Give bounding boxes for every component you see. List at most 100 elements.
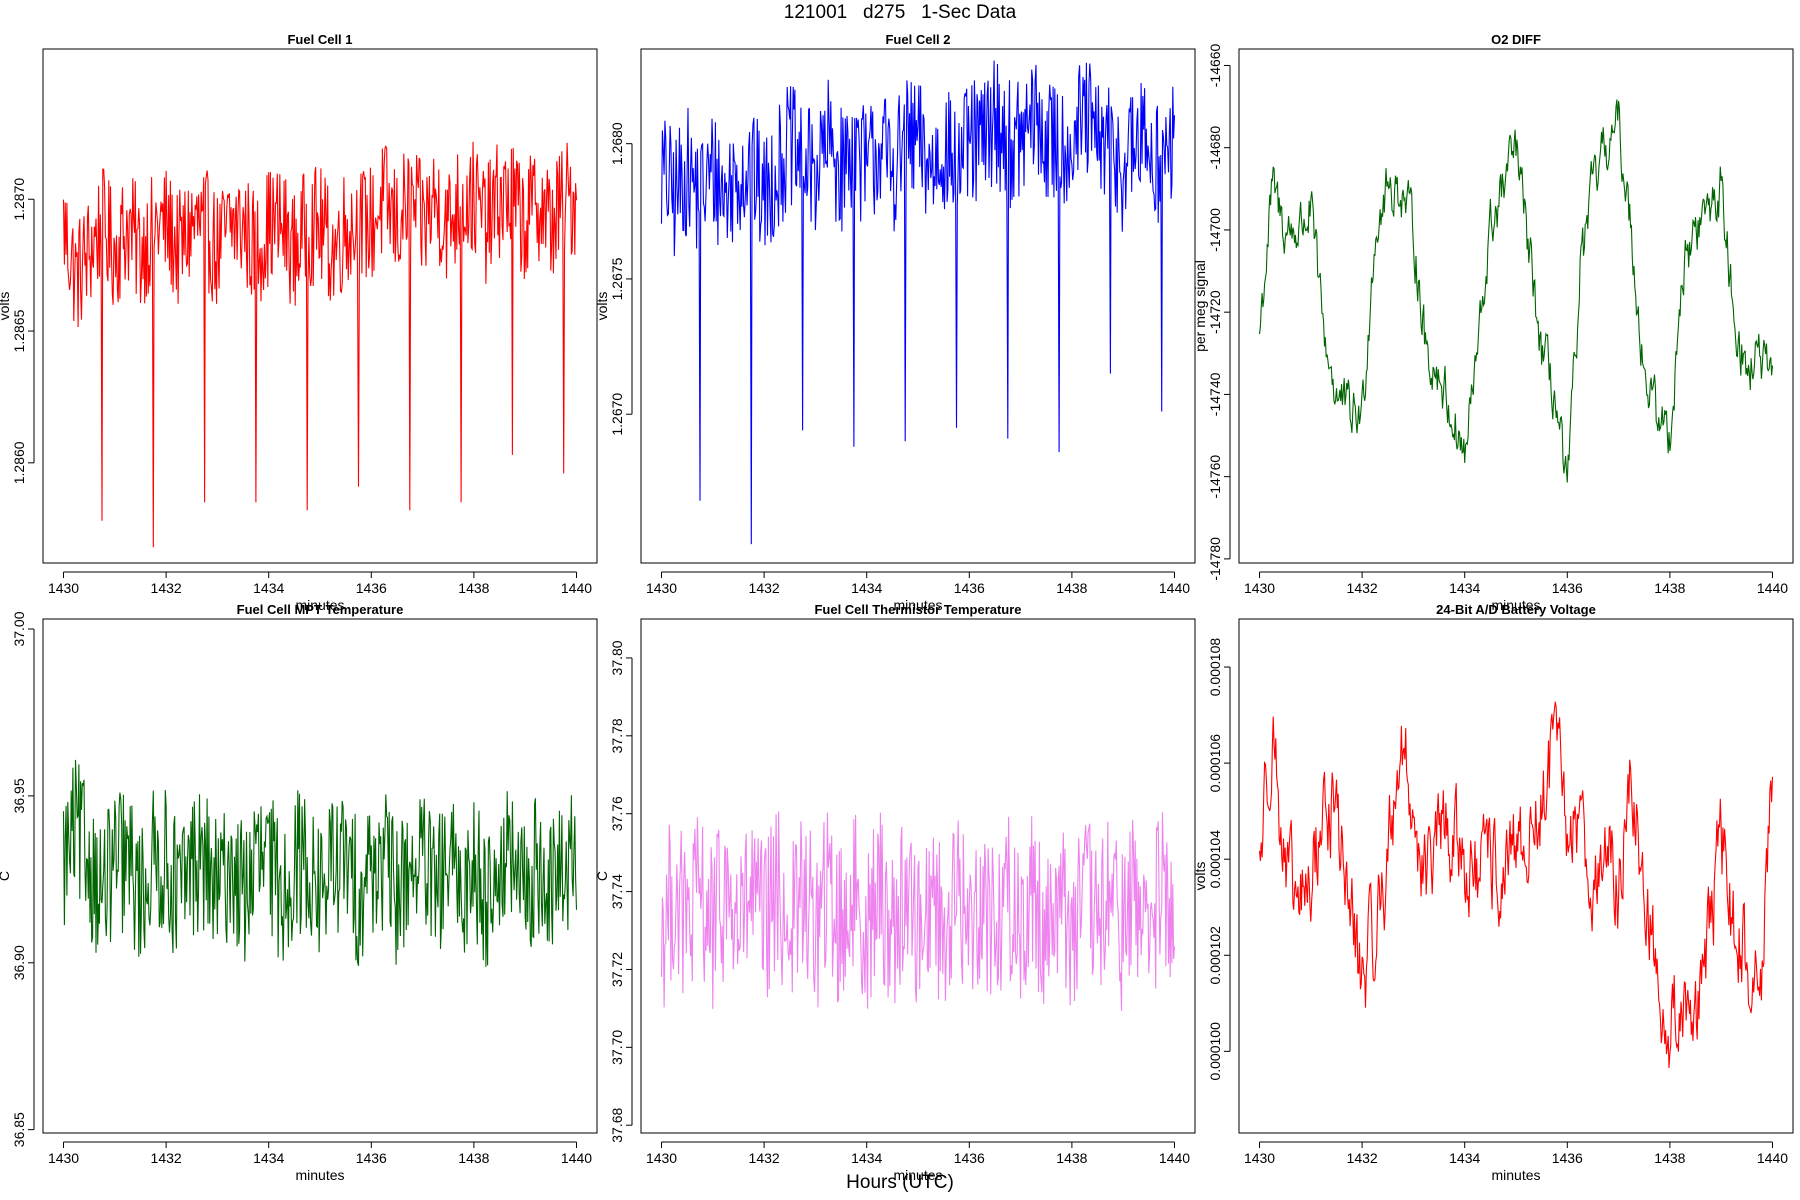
y-tick-label: 1.2865	[11, 309, 27, 352]
plot-frame	[640, 618, 1196, 1134]
x-tick-label: 1440	[561, 1150, 592, 1166]
y-tick-label: 1.2680	[609, 122, 625, 165]
y-axis: 37.68 37.70 37.72 37.74 37.76 37.78 37.80	[609, 640, 633, 1143]
y-axis-label: volts	[594, 292, 610, 321]
y-tick-label: -14700	[1207, 208, 1223, 252]
x-tick-label: 1438	[1654, 1150, 1685, 1166]
y-axis-label: per meg signal	[1192, 260, 1208, 352]
x-axis-label: minutes	[1491, 1167, 1540, 1183]
x-tick-label: 1434	[253, 1150, 284, 1166]
y-tick-label: 37.74	[609, 874, 625, 909]
x-tick-label: 1436	[356, 1150, 387, 1166]
x-tick-label: 1432	[151, 580, 182, 596]
x-tick-label: 1438	[458, 1150, 489, 1166]
chart-title: Fuel Cell 2	[885, 32, 950, 47]
x-axis: 1430 1432 1434 1436 1438 1440	[48, 571, 592, 596]
x-tick-label: 1430	[48, 1150, 79, 1166]
x-tick-label: 1434	[851, 580, 882, 596]
y-tick-label: 0.000100	[1207, 1022, 1223, 1081]
chart-title: Fuel Cell MPT Temperature	[237, 602, 404, 617]
y-tick-label: 1.2870	[11, 178, 27, 221]
series-line	[62, 141, 578, 548]
chart-panel-5: Fuel Cell Thermistor Temperature 1430 1432…	[594, 602, 1196, 1183]
x-tick-label: 1432	[749, 1150, 780, 1166]
x-axis: 1430 1432 1434 1436 1438 1440	[1244, 571, 1788, 596]
plot-frame	[1238, 48, 1794, 564]
x-tick-label: 1440	[1757, 1150, 1788, 1166]
y-tick-label: 37.76	[609, 796, 625, 831]
y-axis-label: volts	[0, 292, 12, 321]
x-tick-label: 1434	[851, 1150, 882, 1166]
series-line	[62, 759, 578, 967]
y-axis: 1.2670 1.2675 1.2680	[609, 122, 633, 436]
x-tick-label: 1436	[954, 1150, 985, 1166]
x-tick-label: 1432	[1347, 580, 1378, 596]
x-tick-label: 1434	[1449, 580, 1480, 596]
y-tick-label: -14660	[1207, 43, 1223, 87]
y-tick-label: 37.72	[609, 952, 625, 987]
y-axis: 1.2860 1.2865 1.2870	[11, 178, 35, 484]
x-tick-label: 1440	[1159, 580, 1190, 596]
chart-title: Fuel Cell 1	[287, 32, 352, 47]
y-tick-label: 1.2860	[11, 441, 27, 484]
y-tick-label: 1.2670	[609, 393, 625, 436]
x-axis-label: minutes	[893, 1167, 942, 1183]
series-line	[660, 811, 1176, 1011]
figure-x-axis-label: Hours (UTC)	[846, 1172, 954, 1193]
y-tick-label: -14720	[1207, 290, 1223, 334]
y-tick-label: -14740	[1207, 372, 1223, 416]
x-axis-label: minutes	[893, 597, 942, 613]
x-tick-label: 1430	[1244, 1150, 1275, 1166]
x-tick-label: 1432	[151, 1150, 182, 1166]
series-line	[1258, 99, 1774, 483]
y-axis: 0.000100 0.000102 0.000104 0.000106 0.000108	[1207, 638, 1231, 1081]
y-tick-label: 1.2675	[609, 257, 625, 300]
plot-frame	[640, 48, 1196, 564]
y-tick-label: 0.000102	[1207, 926, 1223, 985]
chart-panel-1: Fuel Cell 1 1430 1432 1434 1436 1438 1440 minut…	[0, 32, 598, 613]
y-axis: -14780 -14760 -14740 -14720 -14700 -14680 -146…	[1207, 43, 1231, 581]
x-tick-label: 1430	[1244, 580, 1275, 596]
y-tick-label: 0.000108	[1207, 638, 1223, 697]
y-axis-label: C	[0, 871, 12, 881]
y-tick-label: -14780	[1207, 537, 1223, 581]
y-axis-label: C	[594, 871, 610, 881]
x-tick-label: 1434	[253, 580, 284, 596]
chart-panel-2: Fuel Cell 2 1430 1432 1434 1436 1438 1440 minut…	[594, 32, 1196, 613]
plot-frame	[1238, 618, 1794, 1134]
x-tick-label: 1440	[1159, 1150, 1190, 1166]
series-line	[1258, 701, 1774, 1069]
chart-title: 24-Bit A/D Battery Voltage	[1436, 602, 1596, 617]
x-axis-label: minutes	[1491, 597, 1540, 613]
x-tick-label: 1434	[1449, 1150, 1480, 1166]
x-axis: 1430 1432 1434 1436 1438 1440	[646, 1141, 1190, 1166]
x-tick-label: 1436	[1552, 1150, 1583, 1166]
y-axis-label: volts	[1192, 862, 1208, 891]
plot-frame	[42, 48, 598, 564]
y-tick-label: 37.68	[609, 1107, 625, 1142]
y-tick-label: 36.90	[11, 945, 27, 980]
y-tick-label: 36.85	[11, 1112, 27, 1147]
x-tick-label: 1436	[954, 580, 985, 596]
y-tick-label: 0.000106	[1207, 734, 1223, 793]
x-tick-label: 1438	[1056, 1150, 1087, 1166]
x-tick-label: 1432	[1347, 1150, 1378, 1166]
x-axis: 1430 1432 1434 1436 1438 1440	[1244, 1141, 1788, 1166]
x-tick-label: 1430	[646, 1150, 677, 1166]
y-tick-label: 0.000104	[1207, 830, 1223, 889]
x-tick-label: 1430	[48, 580, 79, 596]
plot-frame	[42, 618, 598, 1134]
x-tick-label: 1436	[1552, 580, 1583, 596]
y-tick-label: 37.80	[609, 640, 625, 675]
x-tick-label: 1438	[1654, 580, 1685, 596]
y-tick-label: 37.70	[609, 1030, 625, 1065]
x-tick-label: 1436	[356, 580, 387, 596]
x-tick-label: 1438	[1056, 580, 1087, 596]
y-tick-label: -14760	[1207, 455, 1223, 499]
figure-title: 121001 d275 1-Sec Data	[783, 2, 1017, 23]
x-axis-label: minutes	[295, 1167, 344, 1183]
series-line	[660, 60, 1176, 545]
